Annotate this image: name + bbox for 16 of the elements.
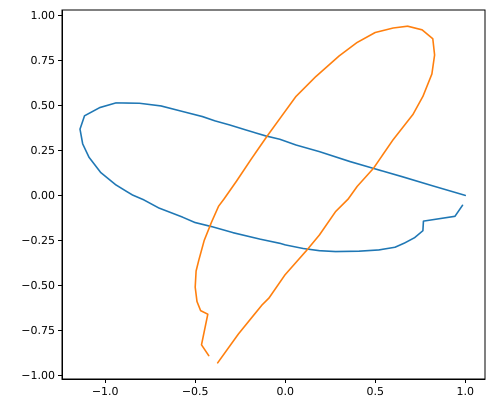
x-tick-label: 0.0 bbox=[276, 385, 294, 398]
y-tick-label: −0.75 bbox=[21, 324, 55, 337]
x-tick-label: 1.0 bbox=[456, 385, 474, 398]
y-tick-label: −0.50 bbox=[21, 278, 55, 292]
x-tick-label: −1.0 bbox=[92, 385, 119, 398]
y-tick-label: −1.00 bbox=[21, 368, 55, 382]
y-tick-label: −0.25 bbox=[21, 234, 55, 247]
line-series bbox=[194, 25, 436, 364]
y-tick-label: 0.00 bbox=[30, 188, 55, 202]
line-series bbox=[79, 102, 466, 252]
y-tick-label: 1.00 bbox=[30, 8, 55, 22]
x-tick-label: 0.5 bbox=[366, 385, 384, 398]
x-tick-label: −0.5 bbox=[182, 385, 209, 398]
y-tick-label: 0.75 bbox=[30, 54, 55, 67]
y-tick-label: 0.50 bbox=[30, 98, 55, 112]
y-tick-label: 0.25 bbox=[30, 144, 55, 157]
